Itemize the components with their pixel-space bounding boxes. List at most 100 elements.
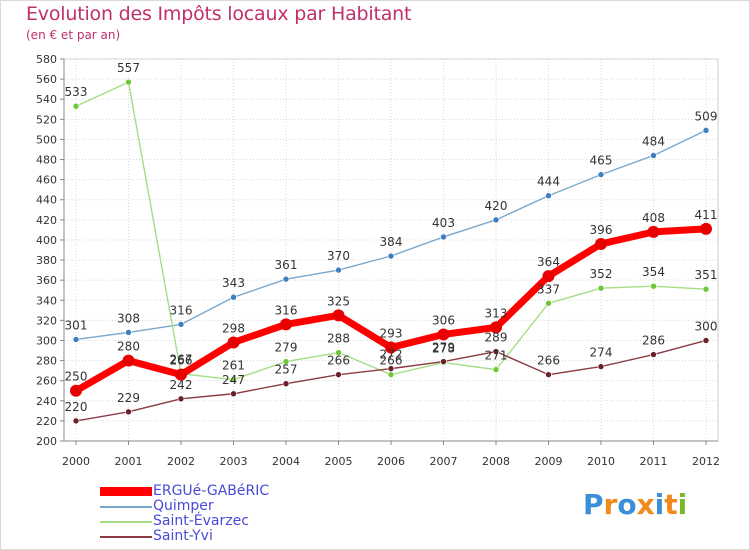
x-tick-label: 2006: [377, 455, 405, 468]
legend-label-ergue-gaberic: ERGUé-GABéRIC: [153, 483, 270, 499]
data-point-saint-evarzec: [650, 282, 657, 290]
y-tick-label: 500: [36, 133, 57, 146]
x-tick-label: 2012: [692, 455, 720, 468]
data-point-quimper: [177, 321, 185, 328]
legend-swatch-ergue-gaberic: [100, 487, 152, 496]
y-tick-label: 280: [36, 355, 57, 368]
proxiti-logo-letter: i: [677, 488, 688, 521]
data-label-quimper: 444: [537, 175, 560, 189]
data-label-saint-evarzec: 351: [695, 268, 718, 282]
data-point-saint-yvi: [230, 390, 237, 398]
data-point-saint-yvi: [125, 408, 132, 416]
y-tick-label: 440: [36, 194, 57, 207]
y-tick-label: 380: [36, 254, 57, 267]
x-tick-label: 2003: [220, 455, 248, 468]
data-label-ergue-gaberic: 298: [222, 321, 245, 335]
data-label-saint-evarzec: 279: [275, 341, 298, 355]
data-point-saint-yvi: [72, 417, 80, 425]
data-point-quimper: [492, 216, 500, 224]
y-tick-label: 460: [36, 174, 57, 187]
y-tick-label: 360: [36, 274, 57, 287]
data-label-ergue-gaberic: 250: [65, 370, 88, 384]
chart-subtitle: (en € et par an): [26, 28, 121, 42]
legend-swatch-saint-evarzec: [100, 521, 152, 523]
y-tick-label: 220: [36, 415, 57, 428]
y-tick-label: 540: [36, 93, 57, 106]
data-point-saint-evarzec: [597, 284, 605, 292]
data-label-saint-yvi: 279: [432, 341, 455, 355]
data-label-saint-evarzec: 557: [117, 61, 140, 75]
data-point-saint-yvi: [335, 371, 342, 378]
data-point-ergue-gaberic: [595, 237, 607, 250]
data-point-ergue-gaberic: [280, 318, 292, 331]
data-point-quimper: [702, 127, 710, 134]
proxiti-logo-letter: t: [664, 488, 678, 521]
data-label-saint-yvi: 300: [695, 319, 718, 333]
x-tick-label: 2008: [482, 455, 510, 468]
proxiti-logo-letter: i: [654, 488, 665, 521]
data-label-quimper: 308: [117, 311, 140, 325]
data-point-saint-evarzec: [387, 371, 395, 378]
legend-label-saint-yvi: Saint-Yvi: [153, 528, 213, 544]
x-tick-label: 2009: [535, 455, 563, 468]
data-label-ergue-gaberic: 408: [642, 211, 665, 225]
data-label-saint-yvi: 274: [590, 346, 613, 360]
data-point-ergue-gaberic: [647, 225, 660, 238]
data-label-saint-evarzec: 267: [170, 353, 193, 367]
x-tick-label: 2002: [167, 455, 195, 468]
data-point-saint-yvi: [440, 358, 447, 365]
data-point-saint-evarzec: [545, 299, 552, 307]
data-point-quimper: [597, 171, 605, 178]
data-point-saint-evarzec: [702, 285, 710, 293]
data-label-saint-evarzec: 278: [432, 342, 455, 356]
y-tick-label: 480: [36, 154, 57, 167]
data-label-ergue-gaberic: 306: [432, 313, 455, 327]
data-label-ergue-gaberic: 316: [275, 303, 298, 317]
data-label-ergue-gaberic: 325: [327, 294, 350, 308]
data-label-saint-yvi: 289: [485, 331, 508, 345]
legend-swatch-quimper: [100, 506, 152, 508]
data-point-saint-evarzec: [230, 376, 237, 383]
data-label-saint-evarzec: 352: [590, 267, 613, 281]
data-label-ergue-gaberic: 266: [170, 354, 193, 368]
y-tick-label: 420: [36, 214, 57, 227]
data-label-ergue-gaberic: 280: [117, 340, 140, 354]
data-point-saint-evarzec: [282, 358, 290, 365]
x-tick-label: 2010: [587, 455, 615, 468]
data-point-ergue-gaberic: [437, 328, 450, 341]
data-label-quimper: 316: [170, 303, 193, 317]
x-tick-label: 2004: [272, 455, 300, 468]
data-point-quimper: [335, 266, 342, 274]
data-point-ergue-gaberic: [175, 368, 187, 381]
data-point-saint-yvi: [650, 351, 657, 358]
data-point-quimper: [230, 293, 237, 301]
data-label-saint-yvi: 266: [327, 354, 350, 368]
data-label-saint-yvi: 242: [170, 378, 193, 392]
data-label-saint-evarzec: 337: [537, 282, 560, 296]
legend-label-quimper: Quimper: [153, 498, 214, 514]
data-point-saint-yvi: [702, 337, 710, 344]
data-point-saint-yvi: [387, 365, 395, 372]
data-point-saint-evarzec: [125, 78, 132, 86]
legend-label-saint-evarzec: Saint-Évarzec: [153, 513, 249, 529]
y-tick-label: 580: [36, 53, 57, 66]
data-point-quimper: [650, 152, 657, 159]
data-label-ergue-gaberic: 293: [380, 327, 403, 341]
data-label-ergue-gaberic: 364: [537, 255, 560, 269]
data-label-saint-yvi: 247: [222, 373, 245, 387]
data-label-quimper: 509: [695, 109, 718, 123]
data-label-saint-evarzec: 533: [65, 85, 88, 99]
y-tick-label: 200: [36, 435, 57, 448]
x-tick-label: 2007: [430, 455, 458, 468]
data-label-saint-evarzec: 288: [327, 332, 350, 346]
data-point-quimper: [72, 336, 80, 343]
proxiti-logo-letter: P: [583, 488, 604, 521]
y-tick-label: 560: [36, 73, 57, 86]
data-point-quimper: [440, 233, 447, 241]
data-point-saint-yvi: [282, 380, 290, 388]
data-label-quimper: 420: [485, 199, 508, 213]
data-label-saint-evarzec: 266: [380, 354, 403, 368]
data-label-quimper: 361: [275, 258, 298, 272]
data-point-quimper: [125, 329, 132, 336]
y-tick-label: 240: [36, 395, 57, 408]
